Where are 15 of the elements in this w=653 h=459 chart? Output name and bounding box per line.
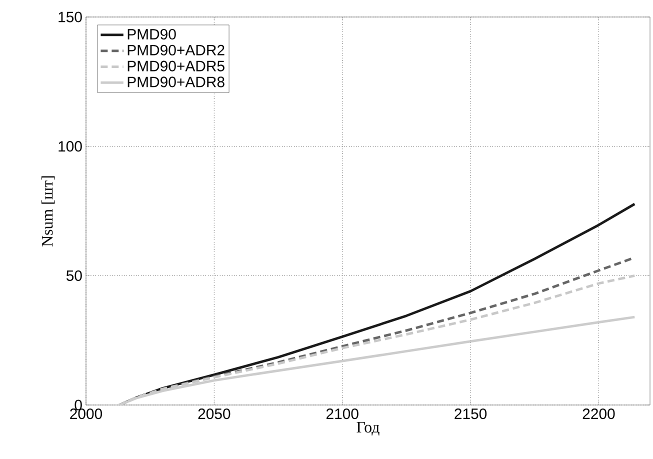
y-tick-label: 50	[66, 270, 82, 281]
x-tick-label: 2200	[582, 408, 615, 420]
x-tick-label: 2150	[454, 408, 487, 420]
y-tick-label: 100	[58, 141, 82, 152]
y-tick-label: 150	[58, 12, 82, 22]
legend-label: PMD90+ADR5	[128, 60, 224, 72]
x-tick-label: 2050	[198, 408, 230, 420]
x-tick-label: 2000	[70, 408, 102, 420]
y-axis-title: Nsum [шт]	[41, 176, 55, 247]
legend-label: PMD90+ADR8	[128, 76, 224, 88]
y-tick-label: 0	[74, 400, 82, 410]
x-axis-title: Год	[356, 422, 380, 436]
x-tick-label: 2100	[326, 408, 358, 420]
legend-label: PMD90	[128, 28, 176, 40]
legend-label: PMD90+ADR2	[128, 44, 224, 56]
